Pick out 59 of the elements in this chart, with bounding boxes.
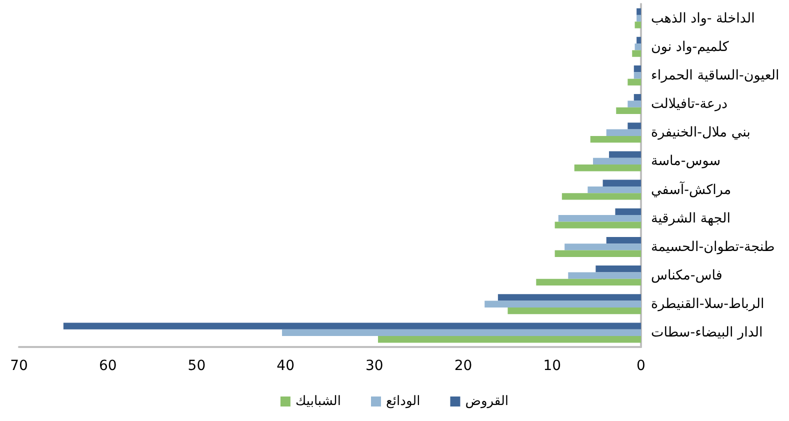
x-tick-label: 20 bbox=[454, 358, 472, 374]
bar bbox=[282, 329, 641, 336]
y-tick-label: الرباط-سلا-القنيطرة bbox=[651, 296, 764, 312]
y-tick-label: الداخلة -واد الذهب bbox=[651, 10, 755, 26]
bar bbox=[562, 193, 641, 200]
bar bbox=[596, 266, 641, 272]
y-tick-label: الدار البيضاء-سطات bbox=[651, 324, 763, 341]
bar bbox=[636, 36, 641, 44]
bar bbox=[484, 300, 641, 308]
y-tick-label: مراكش-آسفي bbox=[651, 180, 732, 198]
bar bbox=[632, 50, 641, 57]
x-tick-label: 40 bbox=[276, 358, 294, 374]
bar bbox=[554, 222, 641, 228]
bar bbox=[590, 136, 641, 143]
bar bbox=[602, 180, 641, 186]
y-tick-label: العيون-الساقية الحمراء bbox=[651, 67, 780, 84]
bar bbox=[536, 278, 641, 286]
bar bbox=[636, 14, 641, 22]
y-tick-label: فاس-مكناس bbox=[651, 268, 722, 284]
legend-label: الشبابيك bbox=[295, 394, 342, 409]
bar bbox=[593, 158, 641, 165]
x-tick-label: 30 bbox=[366, 358, 384, 374]
bar bbox=[616, 107, 641, 114]
bar bbox=[558, 215, 641, 222]
y-tick-label: طنجة-تطوان-الحسيمة bbox=[651, 238, 775, 255]
bar bbox=[615, 208, 641, 216]
x-tick-label: 60 bbox=[98, 358, 117, 374]
x-tick-label: 70 bbox=[10, 358, 28, 374]
y-tick-label: بني ملال-الخنيفرة bbox=[651, 124, 750, 141]
bar bbox=[554, 250, 641, 257]
legend-label: القروض bbox=[465, 394, 509, 409]
bar bbox=[508, 307, 641, 314]
y-tick-label: سوس-ماسة bbox=[651, 153, 721, 170]
bar bbox=[634, 22, 641, 28]
bar bbox=[564, 244, 641, 250]
bar bbox=[634, 72, 641, 79]
bar bbox=[63, 322, 641, 330]
bar bbox=[628, 100, 641, 108]
x-tick-label: 50 bbox=[188, 358, 206, 374]
bar bbox=[568, 272, 641, 279]
bar bbox=[609, 151, 641, 158]
legend-label: الودائع bbox=[386, 394, 420, 409]
bar bbox=[378, 336, 641, 343]
x-tick-label: 10 bbox=[543, 358, 562, 374]
bar bbox=[606, 236, 641, 244]
x-tick-label: 0 bbox=[636, 358, 646, 374]
bar bbox=[628, 78, 641, 86]
bar bbox=[574, 164, 641, 172]
bar bbox=[634, 65, 641, 72]
y-tick-label: الجهة الشرقية bbox=[651, 210, 730, 226]
y-tick-label: كلميم-واد نون bbox=[651, 38, 730, 55]
y-tick-label: درعة-تافيلالت bbox=[651, 96, 728, 112]
bar bbox=[634, 94, 641, 101]
bar bbox=[606, 129, 641, 136]
bar bbox=[588, 186, 641, 194]
bar bbox=[636, 8, 641, 15]
bar bbox=[634, 44, 641, 50]
bar bbox=[498, 294, 641, 301]
bar bbox=[628, 122, 641, 130]
